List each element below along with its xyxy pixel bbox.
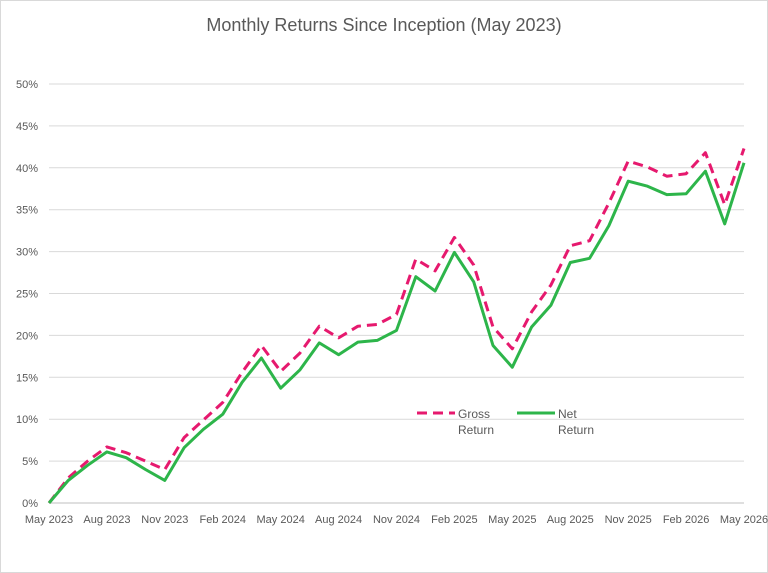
x-tick-label: Aug 2025 bbox=[547, 514, 594, 526]
series-line-gross-return bbox=[47, 148, 746, 504]
gridlines bbox=[49, 83, 744, 504]
x-tick-label: Feb 2025 bbox=[431, 514, 477, 526]
x-tick-label: Nov 2023 bbox=[141, 514, 188, 526]
x-tick-label: Nov 2025 bbox=[605, 514, 652, 526]
x-tick-label: Feb 2026 bbox=[663, 514, 709, 526]
y-tick-label: 5% bbox=[22, 456, 38, 468]
y-tick-label: 45% bbox=[16, 121, 38, 133]
x-tick-label: May 2023 bbox=[25, 514, 73, 526]
legend-gross-label-line1: Gross bbox=[458, 407, 490, 421]
y-tick-label: 0% bbox=[22, 498, 38, 510]
legend-gross-label-line2: Return bbox=[458, 423, 494, 437]
x-tick-label: Aug 2023 bbox=[83, 514, 130, 526]
x-tick-label: Feb 2024 bbox=[200, 514, 246, 526]
y-tick-label: 25% bbox=[16, 289, 38, 301]
x-axis-ticks: May 2023 Aug 2023 Nov 2023 Feb 2024 May 2024… bbox=[25, 514, 768, 526]
series-lines bbox=[47, 148, 746, 504]
legend-net-label-line1: Net bbox=[558, 407, 577, 421]
legend-net-label-line2: Return bbox=[558, 423, 594, 437]
x-tick-label: Aug 2024 bbox=[315, 514, 362, 526]
y-tick-label: 20% bbox=[16, 330, 38, 342]
y-axis-ticks: 0% 5% 10% 15% 20% 25% 30% 35% 40% 45% 50% bbox=[16, 79, 38, 510]
x-tick-label: Nov 2024 bbox=[373, 514, 420, 526]
y-tick-label: 40% bbox=[16, 163, 38, 175]
y-tick-label: 15% bbox=[16, 372, 38, 384]
series-line-net-return bbox=[47, 162, 746, 504]
legend: Gross Return Net Return bbox=[417, 407, 594, 437]
y-tick-label: 50% bbox=[16, 79, 38, 91]
y-tick-label: 35% bbox=[16, 205, 38, 217]
x-tick-label: May 2024 bbox=[257, 514, 305, 526]
x-tick-label: May 2026 bbox=[720, 514, 768, 526]
y-tick-label: 30% bbox=[16, 247, 38, 259]
y-tick-label: 10% bbox=[16, 414, 38, 426]
chart-title: Monthly Returns Since Inception (May 202… bbox=[206, 15, 561, 35]
x-tick-label: May 2025 bbox=[488, 514, 536, 526]
